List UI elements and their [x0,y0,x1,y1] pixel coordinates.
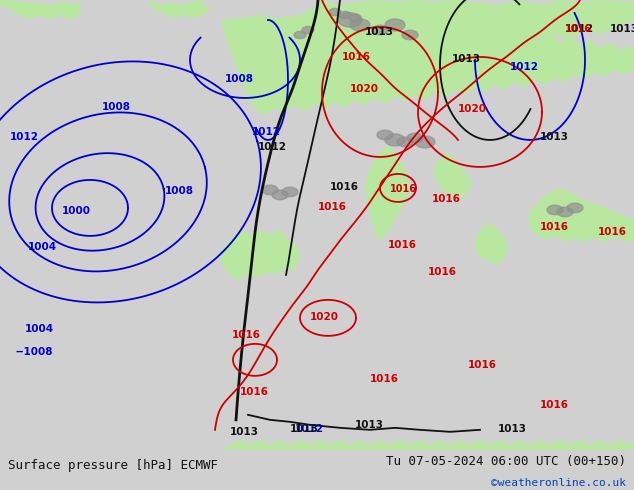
Polygon shape [222,440,634,450]
Text: 1016: 1016 [432,194,461,204]
Polygon shape [397,137,413,147]
Text: 1012: 1012 [258,142,287,152]
Text: 1013: 1013 [355,420,384,430]
Polygon shape [350,19,370,31]
Polygon shape [385,134,405,146]
Polygon shape [294,31,306,39]
Text: ©weatheronline.co.uk: ©weatheronline.co.uk [491,478,626,488]
Polygon shape [338,13,362,27]
Polygon shape [434,152,472,198]
Polygon shape [407,133,423,143]
Polygon shape [567,203,583,213]
Polygon shape [270,55,288,72]
Polygon shape [415,136,435,148]
Text: 1020: 1020 [458,104,487,114]
Text: 1016: 1016 [330,182,359,192]
Polygon shape [377,130,393,140]
Text: 1016: 1016 [388,240,417,250]
Text: Surface pressure [hPa] ECMWF: Surface pressure [hPa] ECMWF [8,460,217,472]
Polygon shape [339,11,351,19]
Polygon shape [220,230,300,280]
Text: --1008: --1008 [15,347,53,357]
Text: 1012: 1012 [295,424,324,434]
Text: 1012: 1012 [10,132,39,142]
Text: 1016: 1016 [390,184,417,194]
Polygon shape [222,15,634,116]
Polygon shape [365,145,410,242]
Text: 1013: 1013 [365,27,394,37]
Text: 1012: 1012 [252,127,281,137]
Polygon shape [275,0,634,52]
Text: 1008: 1008 [102,102,131,112]
Polygon shape [475,222,508,265]
Polygon shape [385,19,405,31]
Text: 1016: 1016 [468,360,497,370]
Polygon shape [302,26,314,34]
Polygon shape [372,25,388,35]
Text: 1013: 1013 [610,24,634,34]
Text: 1020: 1020 [350,84,379,94]
Text: 1016: 1016 [232,330,261,340]
Text: 1013: 1013 [290,424,319,434]
Text: 1016: 1016 [540,222,569,232]
Text: 1008: 1008 [165,186,194,196]
Polygon shape [402,30,418,40]
Text: Tu 07-05-2024 06:00 UTC (00+150): Tu 07-05-2024 06:00 UTC (00+150) [386,455,626,468]
Text: 1013: 1013 [498,424,527,434]
Text: 1016: 1016 [565,24,592,34]
Text: 1020: 1020 [310,312,339,322]
Polygon shape [557,207,573,217]
Text: 1000: 1000 [62,206,91,216]
Text: 1012: 1012 [510,62,539,72]
Text: 1016: 1016 [318,202,347,212]
Text: 1016: 1016 [342,52,371,62]
Text: 1004: 1004 [28,242,57,252]
Text: 1016: 1016 [428,267,457,277]
Polygon shape [0,0,80,20]
Polygon shape [150,0,210,18]
Text: 1008: 1008 [225,74,254,84]
Polygon shape [547,205,563,215]
Polygon shape [262,185,278,195]
Text: 1013: 1013 [452,54,481,64]
Text: 1016: 1016 [370,374,399,384]
Text: 1013: 1013 [230,427,259,437]
Text: 1016: 1016 [598,227,627,237]
Text: 1016: 1016 [240,387,269,397]
Text: 1012: 1012 [565,24,594,34]
Polygon shape [272,190,288,200]
Polygon shape [349,14,361,22]
Polygon shape [278,35,310,55]
Text: 1013: 1013 [540,132,569,142]
Polygon shape [329,8,341,16]
Polygon shape [282,187,298,196]
Polygon shape [528,188,634,242]
Text: 1016: 1016 [540,400,569,410]
Text: 1004: 1004 [25,324,54,334]
